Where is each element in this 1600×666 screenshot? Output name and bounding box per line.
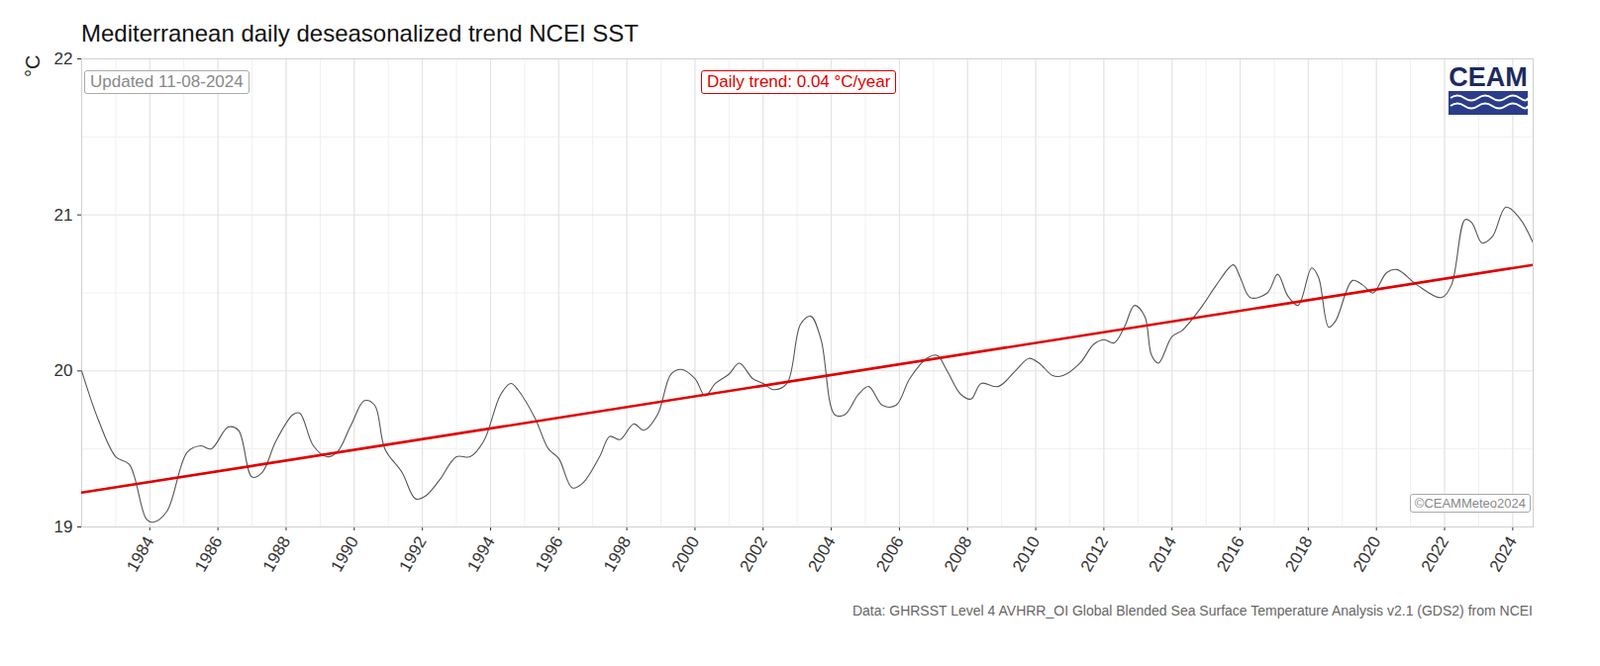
svg-text:2002: 2002 [736,533,772,576]
svg-text:2004: 2004 [803,533,839,576]
svg-text:1990: 1990 [327,533,363,576]
html-text:°C: °C [21,54,44,78]
svg-text:20: 20 [54,361,74,381]
html-text:Daily trend: 0.04 °C/year: Daily trend: 0.04 °C/year [706,72,891,92]
svg-text:1996: 1996 [531,533,567,576]
svg-text:2012: 2012 [1077,533,1112,576]
svg-text:21: 21 [54,205,74,225]
svg-text:1986: 1986 [191,533,226,576]
svg-text:2022: 2022 [1417,533,1453,576]
html-text:Updated 11-08-2024: Updated 11-08-2024 [90,72,244,92]
svg-text:1992: 1992 [395,533,430,576]
svg-text:2014: 2014 [1145,533,1181,576]
svg-text:1998: 1998 [600,533,635,576]
svg-text:2016: 2016 [1212,533,1248,576]
html-text:Mediterranean daily deseasonal: Mediterranean daily deseasonalized trend… [81,19,639,47]
svg-text:1994: 1994 [463,533,499,576]
svg-text:1984: 1984 [122,533,158,576]
svg-text:1988: 1988 [259,533,295,576]
svg-text:2024: 2024 [1486,533,1521,576]
svg-text:2008: 2008 [940,533,976,576]
html-text:Data: GHRSST Level 4 AVHRR_OI: Data: GHRSST Level 4 AVHRR_OI Global Ble… [852,602,1533,619]
svg-text:2000: 2000 [668,533,703,576]
svg-text:2006: 2006 [872,533,907,576]
svg-text:22: 22 [54,49,74,69]
svg-text:2010: 2010 [1008,533,1044,576]
svg-text:2020: 2020 [1349,533,1385,576]
svg-text:19: 19 [54,517,74,537]
svg-text:2018: 2018 [1281,533,1316,576]
html-text:©CEAMMeteo2024: ©CEAMMeteo2024 [1414,496,1526,511]
html-text:CEAM: CEAM [1448,62,1528,93]
